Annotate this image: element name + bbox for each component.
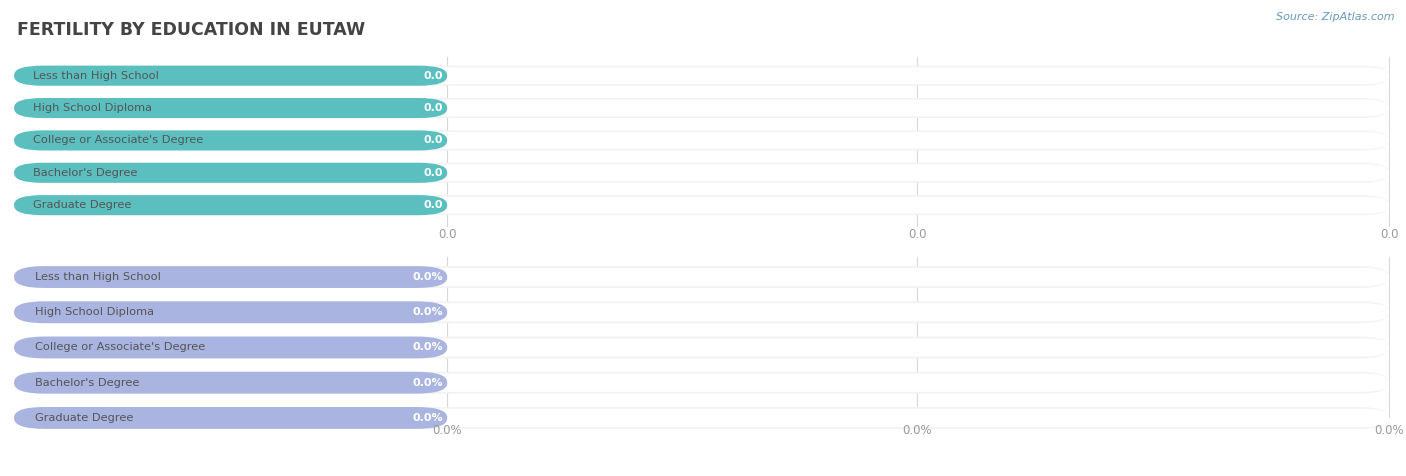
FancyBboxPatch shape [14, 66, 447, 86]
FancyBboxPatch shape [14, 266, 447, 288]
Text: 0.0: 0.0 [437, 228, 457, 241]
Text: High School Diploma: High School Diploma [35, 307, 153, 317]
Text: 0.0: 0.0 [423, 200, 443, 210]
Text: Graduate Degree: Graduate Degree [32, 200, 131, 210]
FancyBboxPatch shape [14, 98, 1389, 118]
FancyBboxPatch shape [30, 132, 1389, 149]
FancyBboxPatch shape [14, 130, 447, 150]
Text: 0.0: 0.0 [423, 168, 443, 178]
Text: College or Associate's Degree: College or Associate's Degree [35, 342, 205, 353]
Text: Less than High School: Less than High School [32, 70, 159, 81]
FancyBboxPatch shape [14, 163, 447, 183]
Text: 0.0%: 0.0% [433, 424, 463, 436]
FancyBboxPatch shape [14, 195, 1389, 215]
Text: 0.0: 0.0 [423, 70, 443, 81]
Text: 0.0%: 0.0% [412, 413, 443, 423]
FancyBboxPatch shape [14, 66, 1389, 86]
Text: Bachelor's Degree: Bachelor's Degree [32, 168, 138, 178]
FancyBboxPatch shape [14, 195, 447, 215]
FancyBboxPatch shape [14, 301, 447, 323]
Text: 0.0: 0.0 [1379, 228, 1399, 241]
Text: 0.0%: 0.0% [412, 272, 443, 282]
FancyBboxPatch shape [14, 98, 447, 118]
Text: Graduate Degree: Graduate Degree [35, 413, 134, 423]
FancyBboxPatch shape [14, 130, 1389, 150]
FancyBboxPatch shape [14, 337, 447, 358]
Text: 0.0%: 0.0% [903, 424, 932, 436]
FancyBboxPatch shape [30, 99, 1389, 117]
Text: 0.0%: 0.0% [1374, 424, 1405, 436]
FancyBboxPatch shape [30, 268, 1389, 286]
FancyBboxPatch shape [14, 407, 447, 429]
Text: 0.0%: 0.0% [412, 377, 443, 388]
Text: College or Associate's Degree: College or Associate's Degree [32, 135, 204, 146]
Text: Bachelor's Degree: Bachelor's Degree [35, 377, 139, 388]
Text: Less than High School: Less than High School [35, 272, 160, 282]
FancyBboxPatch shape [30, 303, 1389, 321]
Text: High School Diploma: High School Diploma [32, 103, 152, 113]
Text: FERTILITY BY EDUCATION IN EUTAW: FERTILITY BY EDUCATION IN EUTAW [17, 21, 366, 40]
FancyBboxPatch shape [14, 372, 1389, 394]
FancyBboxPatch shape [30, 338, 1389, 357]
Text: 0.0: 0.0 [908, 228, 927, 241]
FancyBboxPatch shape [14, 301, 1389, 323]
FancyBboxPatch shape [30, 164, 1389, 181]
FancyBboxPatch shape [14, 372, 447, 394]
Text: Source: ZipAtlas.com: Source: ZipAtlas.com [1277, 12, 1395, 22]
Text: 0.0: 0.0 [423, 135, 443, 146]
FancyBboxPatch shape [14, 266, 1389, 288]
FancyBboxPatch shape [14, 337, 1389, 358]
FancyBboxPatch shape [14, 163, 1389, 183]
Text: 0.0: 0.0 [423, 103, 443, 113]
FancyBboxPatch shape [30, 67, 1389, 84]
FancyBboxPatch shape [30, 197, 1389, 214]
Text: 0.0%: 0.0% [412, 342, 443, 353]
FancyBboxPatch shape [30, 374, 1389, 392]
FancyBboxPatch shape [14, 407, 1389, 429]
FancyBboxPatch shape [30, 409, 1389, 427]
Text: 0.0%: 0.0% [412, 307, 443, 317]
